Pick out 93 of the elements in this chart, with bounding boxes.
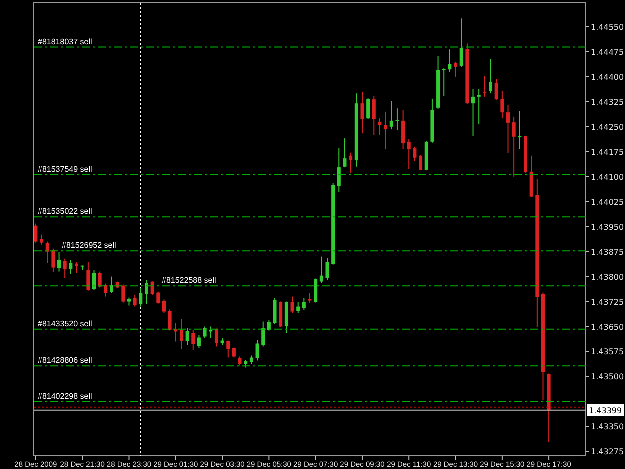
candlestick — [337, 148, 341, 194]
candlestick — [144, 280, 148, 305]
candlestick — [209, 326, 213, 339]
candlestick — [226, 340, 230, 358]
candlestick — [500, 90, 504, 120]
candlestick — [349, 152, 353, 174]
candlestick — [197, 334, 201, 349]
candlestick — [396, 108, 400, 131]
candlestick — [402, 110, 406, 150]
y-tick-label: 1.44475 — [591, 48, 624, 57]
candlestick — [413, 146, 417, 162]
candlestick — [273, 298, 277, 325]
candlestick — [290, 296, 294, 314]
y-tick-label: 1.43350 — [591, 422, 624, 432]
ref-line-label: 1.43399 — [589, 406, 622, 416]
candlestick — [192, 330, 196, 351]
candlestick — [214, 328, 218, 348]
candlestick — [302, 298, 306, 311]
candlestick — [52, 248, 56, 273]
candlestick — [133, 294, 137, 308]
candlestick — [454, 61, 458, 78]
y-tick-label: 1.44325 — [591, 98, 624, 107]
candlestick — [326, 258, 330, 281]
candlestick — [407, 138, 411, 170]
y-tick-label: 1.43650 — [591, 322, 624, 332]
candlestick — [372, 95, 376, 136]
y-tick-label: 1.43950 — [591, 222, 624, 232]
candlestick — [512, 116, 516, 178]
ref-line-label: #81526952 sell — [62, 241, 116, 250]
candlestick — [506, 104, 510, 154]
candlestick — [92, 270, 96, 291]
candlestick — [284, 301, 288, 334]
candlestick — [494, 78, 498, 100]
candlestick — [104, 283, 108, 298]
candlestick — [489, 58, 493, 94]
candlestick — [139, 288, 143, 308]
ref-line-label: #81537549 sell — [38, 164, 92, 174]
ref-line-label: #81428806 sell — [38, 356, 92, 366]
candlestick — [448, 49, 452, 72]
candlestick — [98, 271, 102, 288]
y-tick-label: 1.44175 — [591, 148, 624, 157]
candlestick — [162, 299, 166, 314]
candlestick — [122, 284, 126, 304]
candlestick — [308, 292, 312, 304]
candlestick — [86, 262, 90, 292]
candlestick — [180, 318, 184, 350]
candlestick — [267, 320, 271, 332]
ref-line-label: #81535022 sell — [38, 207, 92, 216]
ref-line-label: #81818037 sell — [38, 37, 92, 46]
candlestick — [366, 98, 370, 120]
ref-line-label: #81522588 sell — [162, 276, 216, 286]
ref-line-label: #81433520 sell — [38, 319, 92, 328]
candlestick — [168, 309, 172, 332]
y-tick-label: 1.44100 — [591, 172, 624, 182]
candlestick — [460, 18, 464, 68]
candlestick — [69, 260, 73, 275]
candlestick — [477, 88, 481, 126]
candlestick — [174, 322, 178, 342]
candlestick — [256, 340, 260, 362]
y-tick-label: 1.43800 — [591, 272, 624, 282]
candlestick — [518, 110, 522, 150]
y-tick-label: 1.44250 — [591, 122, 624, 132]
candlestick — [40, 234, 44, 246]
candlestick — [314, 278, 318, 304]
y-tick-label: 1.43575 — [591, 348, 624, 357]
candlestick — [46, 241, 50, 264]
ref-line-label: #81402298 sell — [38, 392, 92, 402]
y-tick-label: 1.43500 — [591, 372, 624, 382]
y-tick-label: 1.44400 — [591, 72, 624, 82]
candlestick — [442, 68, 446, 97]
candlestick — [262, 321, 266, 348]
candlestick — [156, 291, 160, 304]
y-tick-label: 1.43275 — [591, 448, 624, 457]
y-tick-label: 1.44550 — [591, 22, 624, 32]
candlestick — [390, 100, 394, 130]
candlestick — [343, 138, 347, 168]
candlestick — [232, 347, 236, 358]
y-tick-label: 1.43725 — [591, 298, 624, 307]
candlestick — [419, 154, 423, 172]
candlestick — [472, 88, 476, 137]
candlestick — [203, 326, 207, 339]
candlestick — [320, 256, 324, 284]
candlestick — [58, 252, 62, 272]
y-tick-label: 1.43875 — [591, 248, 624, 257]
candlestick — [384, 111, 388, 150]
candlestick — [34, 223, 38, 244]
y-tick-label: 1.44025 — [591, 198, 624, 207]
candlestick — [63, 258, 67, 279]
candlestick — [296, 302, 300, 314]
candlestick — [110, 276, 114, 294]
candlestick — [186, 328, 190, 346]
candlestick — [360, 91, 364, 134]
candlestick — [483, 75, 487, 98]
